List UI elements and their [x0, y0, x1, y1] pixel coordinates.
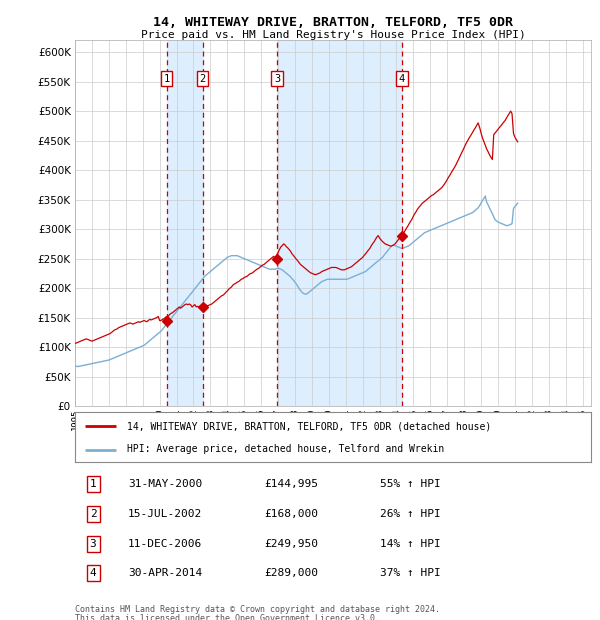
Text: Contains HM Land Registry data © Crown copyright and database right 2024.: Contains HM Land Registry data © Crown c… — [75, 604, 440, 614]
Text: 14, WHITEWAY DRIVE, BRATTON, TELFORD, TF5 0DR: 14, WHITEWAY DRIVE, BRATTON, TELFORD, TF… — [153, 16, 513, 29]
Text: Price paid vs. HM Land Registry's House Price Index (HPI): Price paid vs. HM Land Registry's House … — [140, 30, 526, 40]
Text: £144,995: £144,995 — [265, 479, 319, 489]
Bar — [277, 40, 402, 406]
Text: 55% ↑ HPI: 55% ↑ HPI — [380, 479, 441, 489]
Text: 15-JUL-2002: 15-JUL-2002 — [128, 509, 202, 519]
Text: 31-MAY-2000: 31-MAY-2000 — [128, 479, 202, 489]
Text: 2: 2 — [199, 74, 206, 84]
Text: 26% ↑ HPI: 26% ↑ HPI — [380, 509, 441, 519]
Text: £289,000: £289,000 — [265, 569, 319, 578]
Text: 4: 4 — [89, 569, 97, 578]
Text: 30-APR-2014: 30-APR-2014 — [128, 569, 202, 578]
Text: This data is licensed under the Open Government Licence v3.0.: This data is licensed under the Open Gov… — [75, 614, 380, 620]
Text: 2: 2 — [89, 509, 97, 519]
Text: £168,000: £168,000 — [265, 509, 319, 519]
Text: 37% ↑ HPI: 37% ↑ HPI — [380, 569, 441, 578]
Text: 1: 1 — [89, 479, 97, 489]
Text: 14% ↑ HPI: 14% ↑ HPI — [380, 539, 441, 549]
Text: 1: 1 — [164, 74, 170, 84]
Text: 3: 3 — [89, 539, 97, 549]
Text: 3: 3 — [274, 74, 280, 84]
Text: 11-DEC-2006: 11-DEC-2006 — [128, 539, 202, 549]
Text: HPI: Average price, detached house, Telford and Wrekin: HPI: Average price, detached house, Telf… — [127, 445, 444, 454]
Bar — [167, 40, 203, 406]
Text: £249,950: £249,950 — [265, 539, 319, 549]
Text: 14, WHITEWAY DRIVE, BRATTON, TELFORD, TF5 0DR (detached house): 14, WHITEWAY DRIVE, BRATTON, TELFORD, TF… — [127, 421, 491, 431]
Text: 4: 4 — [399, 74, 405, 84]
